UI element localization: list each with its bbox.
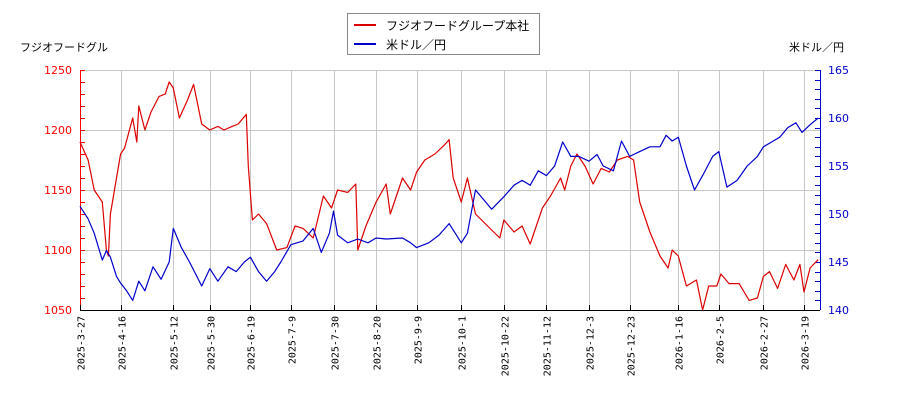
svg-text:2025-12-23: 2025-12-23 [627, 316, 638, 376]
svg-text:2026-3-19: 2026-3-19 [801, 316, 812, 370]
series-line-fujio [79, 81, 819, 311]
svg-text:145: 145 [828, 256, 849, 269]
svg-text:2025-4-16: 2025-4-16 [118, 316, 129, 370]
svg-text:165: 165 [828, 64, 849, 77]
svg-text:2025-8-20: 2025-8-20 [373, 316, 384, 370]
svg-text:2026-2-5: 2026-2-5 [716, 316, 727, 364]
svg-text:2025-7-9: 2025-7-9 [288, 316, 299, 364]
x-axis: 2025-3-27 2025-4-16 2025-5-12 2025-5-30 2025… [77, 305, 820, 376]
legend-swatch-red [354, 24, 376, 26]
svg-text:2025-12-3: 2025-12-3 [586, 316, 597, 370]
series-line-usdjpy [79, 117, 819, 301]
legend-item-fujio: フジオフードグループ本社 [354, 16, 529, 34]
series-lines [79, 81, 819, 311]
legend-label: フジオフードグループ本社 [386, 18, 530, 33]
legend-swatch-blue [354, 43, 376, 45]
left-y-axis: 1050 1100 1150 1200 1250 [44, 64, 85, 317]
svg-text:2025-3-27: 2025-3-27 [77, 316, 88, 370]
svg-text:2025-11-12: 2025-11-12 [543, 316, 554, 376]
svg-text:160: 160 [828, 112, 849, 125]
svg-text:2025-6-19: 2025-6-19 [247, 316, 258, 370]
svg-text:2025-10-1: 2025-10-1 [458, 316, 469, 370]
svg-text:1050: 1050 [44, 304, 72, 317]
svg-text:1200: 1200 [44, 124, 72, 137]
right-axis-title: 米ドル／円 [789, 41, 844, 54]
svg-text:150: 150 [828, 208, 849, 221]
legend-item-usdjpy: 米ドル／円 [354, 35, 446, 53]
svg-text:1100: 1100 [44, 244, 72, 257]
svg-text:155: 155 [828, 160, 849, 173]
svg-text:1250: 1250 [44, 64, 72, 77]
svg-text:1150: 1150 [44, 184, 72, 197]
svg-text:140: 140 [828, 304, 849, 317]
svg-text:2025-7-30: 2025-7-30 [331, 316, 342, 370]
svg-text:2025-5-30: 2025-5-30 [207, 316, 218, 370]
legend-label: 米ドル／円 [386, 37, 447, 52]
gridlines [80, 70, 820, 311]
svg-text:2025-5-12: 2025-5-12 [170, 316, 181, 370]
legend: フジオフードグループ本社 米ドル／円 [347, 13, 540, 55]
svg-text:2026-2-27: 2026-2-27 [760, 316, 771, 370]
right-y-axis: 140 145 150 155 160 165 [815, 64, 849, 317]
svg-text:2025-10-22: 2025-10-22 [501, 316, 512, 376]
svg-text:2026-1-16: 2026-1-16 [675, 316, 686, 370]
svg-text:2025-9-9: 2025-9-9 [414, 316, 425, 364]
left-axis-title: フジオフードグル [20, 41, 108, 54]
